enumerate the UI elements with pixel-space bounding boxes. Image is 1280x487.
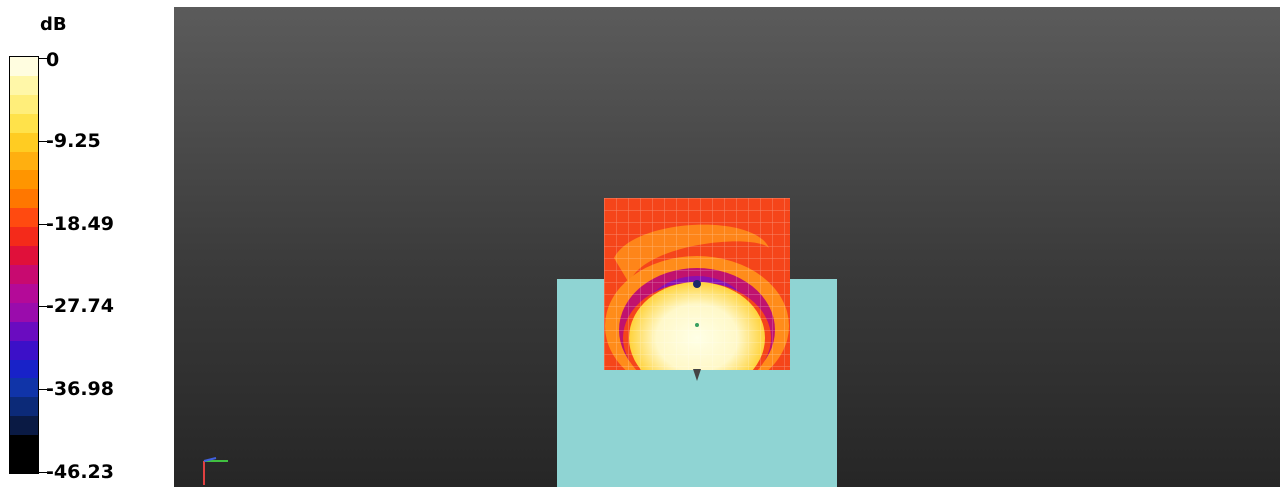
colorbar-swatch xyxy=(10,321,38,341)
colorbar-swatch xyxy=(10,189,38,209)
colorbar-swatch xyxy=(10,454,38,473)
legend-tick-label: -46.23 xyxy=(46,461,114,483)
legend-tick-mark xyxy=(39,223,47,225)
legend-tick-label: -18.49 xyxy=(46,212,114,235)
colorbar-swatch xyxy=(10,246,38,265)
bottom-marker-icon xyxy=(693,369,701,381)
legend-tick-mark xyxy=(39,472,47,473)
colorbar-swatch xyxy=(10,264,38,284)
colorbar-swatch xyxy=(10,359,38,379)
colorbar-swatch xyxy=(10,416,38,436)
legend-unit-label: dB xyxy=(40,14,67,35)
legend-tick-mark xyxy=(39,389,47,391)
source-marker xyxy=(693,280,701,288)
colorbar-swatch xyxy=(10,208,38,228)
color-legend: dB 0 -9.25 -18.49 -27.74 -36.98 -46.23 xyxy=(0,0,172,487)
colorbar-swatch xyxy=(10,227,38,247)
colorbar-swatch xyxy=(10,94,38,114)
colorbar xyxy=(9,56,39,474)
colorbar-swatch xyxy=(10,378,38,398)
3d-viewport[interactable] xyxy=(174,7,1280,487)
colorbar-swatch xyxy=(10,132,38,152)
legend-tick-label: -36.98 xyxy=(46,378,114,401)
colorbar-swatch xyxy=(10,113,38,133)
legend-tick-mark xyxy=(39,306,47,308)
center-marker xyxy=(695,323,699,327)
colorbar-swatch xyxy=(10,397,38,417)
legend-tick-label: 0 xyxy=(46,49,60,71)
axis-triad[interactable] xyxy=(198,455,238,487)
field-distribution-map xyxy=(604,198,790,370)
axis-z-icon xyxy=(203,457,217,462)
colorbar-swatch xyxy=(10,340,38,360)
legend-tick-mark xyxy=(39,140,47,142)
legend-tick-mark xyxy=(39,58,47,59)
colorbar-swatch xyxy=(10,170,38,190)
colorbar-swatch xyxy=(10,57,38,76)
colorbar-swatch xyxy=(10,283,38,303)
colorbar-swatch xyxy=(10,75,38,95)
legend-tick-label: -27.74 xyxy=(46,295,114,318)
colorbar-swatch xyxy=(10,151,38,171)
colorbar-swatch xyxy=(10,302,38,322)
colorbar-swatch xyxy=(10,435,38,455)
legend-tick-label: -9.25 xyxy=(46,129,101,152)
